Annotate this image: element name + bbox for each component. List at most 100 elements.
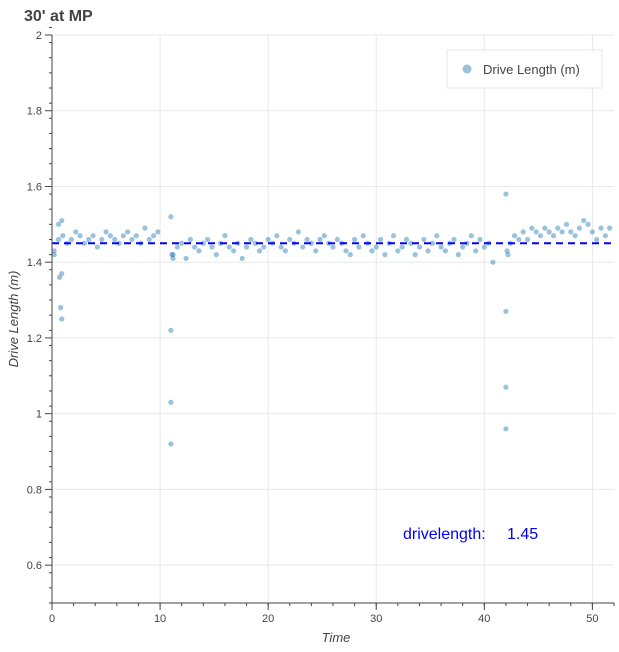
data-point (196, 248, 202, 254)
legend-box (446, 49, 603, 89)
data-point (356, 244, 362, 250)
data-point (390, 233, 397, 239)
data-point (256, 248, 263, 254)
data-point (334, 236, 340, 243)
data-point (403, 236, 410, 243)
data-point (168, 399, 174, 405)
data-point (168, 327, 174, 333)
data-point (99, 236, 105, 243)
data-point (434, 233, 440, 239)
data-point (503, 426, 509, 432)
data-point (377, 236, 384, 243)
data-point (90, 233, 96, 239)
data-point (103, 229, 109, 235)
x-tick-label: 20 (262, 613, 274, 625)
x-tick-label: 0 (49, 613, 55, 625)
data-point (576, 225, 583, 231)
data-point (304, 236, 310, 243)
y-tick-label: 1.6 (27, 181, 42, 193)
data-point (455, 252, 461, 258)
data-point (230, 248, 237, 254)
y-axis-label: Drive Length (m) (6, 271, 21, 368)
data-point (274, 233, 280, 239)
data-point (59, 217, 65, 224)
data-point (369, 248, 375, 254)
data-point (490, 259, 496, 265)
data-point (503, 308, 509, 315)
data-point (460, 244, 466, 250)
data-point (150, 233, 157, 239)
data-point (473, 248, 479, 254)
data-point (51, 252, 57, 258)
data-point (168, 214, 174, 220)
data-point (321, 233, 327, 239)
data-point (581, 217, 587, 224)
data-point (313, 248, 319, 254)
data-point (533, 229, 539, 235)
data-point (55, 236, 62, 243)
data-point (222, 233, 228, 239)
data-point (155, 229, 161, 235)
data-point (520, 229, 526, 235)
data-point (416, 244, 423, 250)
data-point (607, 225, 613, 231)
data-point (300, 244, 306, 250)
data-point (503, 384, 509, 390)
data-point (399, 244, 405, 250)
data-point (60, 233, 66, 239)
data-point (55, 221, 62, 227)
data-point (429, 240, 436, 246)
x-tick-label: 30 (370, 613, 382, 625)
y-tick-label: 1.8 (27, 106, 42, 118)
data-point (352, 236, 358, 243)
data-point (125, 229, 131, 235)
data-point (529, 225, 535, 231)
data-point (59, 270, 65, 277)
data-point (568, 229, 574, 235)
grid (52, 34, 614, 603)
data-point (555, 225, 561, 231)
data-point (343, 248, 349, 254)
data-point (94, 244, 100, 250)
y-tick-label: 1.2 (27, 333, 42, 345)
data-point (550, 233, 557, 239)
data-point (116, 240, 122, 246)
y-tick-label: 0.8 (27, 484, 42, 496)
data-point (594, 236, 600, 243)
data-point (179, 240, 185, 246)
data-point (282, 248, 289, 254)
data-point (51, 248, 57, 254)
data-point (438, 244, 444, 250)
y-tick-label: 0.6 (27, 560, 42, 572)
data-point (261, 244, 267, 250)
points (51, 191, 613, 447)
data-point (589, 229, 595, 235)
y-tick-label: 2 (36, 30, 42, 42)
data-point (239, 255, 245, 262)
legend-marker (462, 64, 472, 74)
data-point (200, 240, 206, 246)
x-axis-label: Time (322, 630, 351, 645)
data-point (209, 244, 215, 250)
data-point (395, 248, 401, 254)
data-point (205, 236, 211, 243)
data-point (146, 236, 152, 243)
data-point (504, 248, 510, 254)
data-point (226, 244, 232, 250)
data-point (168, 441, 174, 447)
data-point (408, 240, 414, 246)
data-point (598, 225, 604, 231)
data-point (287, 236, 293, 243)
legend-label: Drive Length (m) (483, 62, 580, 77)
data-point (317, 236, 323, 243)
data-point (295, 229, 302, 235)
data-point (192, 244, 198, 250)
data-point (572, 233, 578, 239)
data-point (133, 233, 139, 239)
data-point (524, 236, 531, 243)
data-point (505, 252, 511, 258)
data-point (59, 316, 65, 322)
data-point (248, 236, 254, 243)
y-tick-label: 1 (36, 409, 42, 421)
